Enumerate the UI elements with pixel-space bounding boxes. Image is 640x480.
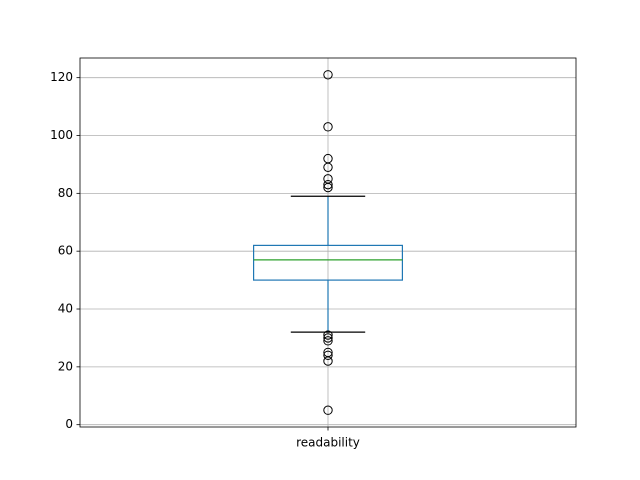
flier: [323, 122, 333, 132]
y-tick-label: 60: [58, 244, 73, 258]
flier: [323, 70, 333, 80]
flier: [323, 350, 333, 360]
y-tick-label: 20: [58, 359, 73, 373]
box: [253, 244, 404, 281]
flier: [323, 405, 333, 415]
flier: [323, 336, 333, 346]
plot-frame: [79, 57, 577, 428]
x-tick-label: readability: [296, 436, 360, 450]
y-tick-label: 120: [50, 70, 73, 84]
y-tick-label: 80: [58, 186, 73, 200]
flier: [323, 330, 333, 340]
flier: [323, 179, 333, 190]
flier: [323, 333, 333, 343]
y-tick-label: 100: [50, 128, 73, 142]
y-tick-label: 40: [58, 302, 73, 316]
y-tick-label: 0: [65, 417, 73, 431]
flier: [323, 356, 333, 366]
flier: [323, 162, 333, 173]
flier: [323, 182, 333, 193]
